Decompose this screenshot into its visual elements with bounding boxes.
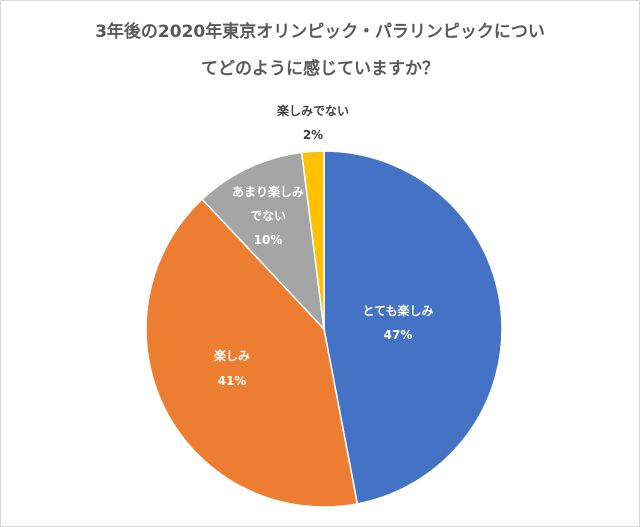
slice-label-3-line-2: でない [250, 209, 286, 223]
slice-label-group-3: あまり楽しみ でない 10% [232, 184, 304, 247]
slice-value-label-1: 47% [384, 328, 413, 342]
chart-title-line-2: てどのように感じていますか？ [201, 59, 439, 79]
chart-title: 3年後の2020年東京オリンピック・パラリンピックについ てどのように感じていま… [0, 14, 640, 88]
slice-label-1: とても楽しみ [362, 303, 433, 318]
pie-slice-2 [145, 198, 359, 508]
slice-label-group-2: 楽しみ 41% [214, 348, 250, 388]
slice-value-label-4: 2% [303, 128, 323, 142]
slice-label-2: 楽しみ [214, 348, 250, 363]
slice-label-4: 楽しみでない [277, 103, 349, 118]
slice-label-3-line-1: あまり楽しみ [232, 184, 304, 199]
slice-value-label-3: 10% [254, 233, 283, 247]
pie-slice-1 [323, 150, 503, 505]
slice-label-group-1: とても楽しみ 47% [362, 303, 433, 342]
pie-slices [145, 150, 503, 508]
slice-label-group-4: 楽しみでない 2% [277, 103, 349, 142]
slice-value-label-2: 41% [218, 374, 247, 388]
pie-slice-3 [201, 151, 326, 332]
chart-title-line-1: 3年後の2020年東京オリンピック・パラリンピックについ [95, 22, 545, 42]
pie-slice-4 [300, 150, 325, 330]
